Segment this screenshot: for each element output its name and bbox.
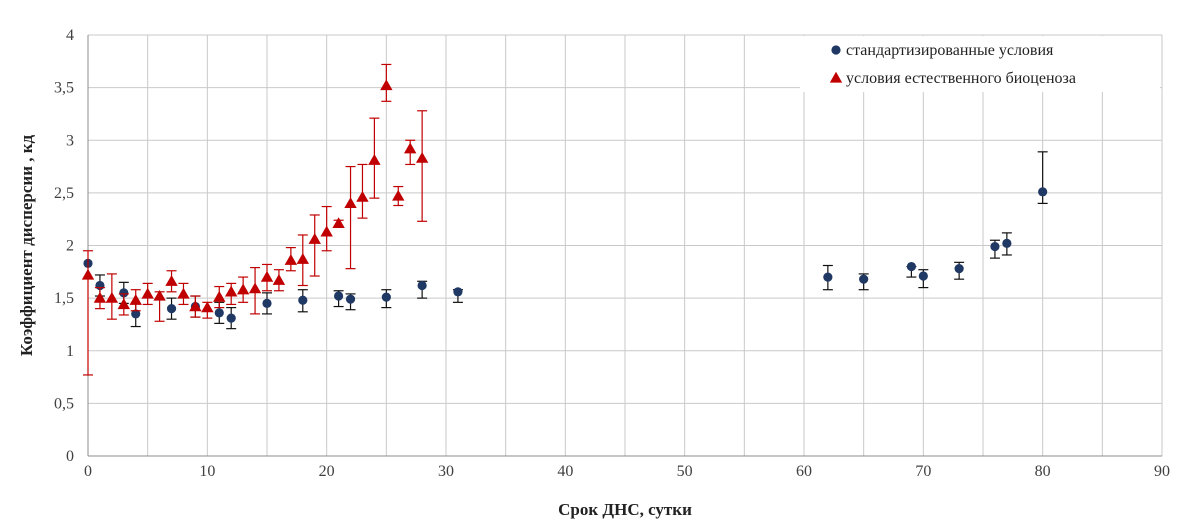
data-point <box>213 290 226 302</box>
data-point <box>859 274 869 284</box>
x-tick-label: 60 <box>796 463 812 480</box>
y-axis-title: Коэффициент дисперсии , кд <box>17 134 36 356</box>
series-layer <box>81 63 1048 376</box>
data-point <box>117 298 130 310</box>
error-bar <box>417 110 428 222</box>
data-point <box>453 287 463 297</box>
data-point <box>308 232 321 244</box>
y-tick-labels: 0 0,5 1 1,5 2 2,5 3 3,5 4 <box>54 27 74 465</box>
y-tick-label: 0 <box>66 448 74 465</box>
y-tick-label: 2 <box>66 238 74 255</box>
data-point <box>226 313 236 323</box>
x-tick-label: 0 <box>84 463 92 480</box>
y-tick-label: 3,5 <box>54 80 74 97</box>
y-tick-label: 0,5 <box>54 395 74 412</box>
legend-label: стандартизированные условия <box>846 42 1054 59</box>
data-point <box>332 217 345 229</box>
legend-box <box>800 36 1160 92</box>
data-point <box>260 270 274 282</box>
data-point <box>381 292 391 302</box>
legend-items: стандартизированные условия условия естес… <box>829 42 1076 87</box>
data-point <box>129 294 142 305</box>
legend-marker <box>831 45 841 55</box>
y-tick-label: 2,5 <box>54 185 74 202</box>
y-tick-label: 1,5 <box>54 290 74 307</box>
data-point <box>248 282 262 294</box>
y-tick-label: 3 <box>66 132 74 149</box>
grid <box>88 34 1163 456</box>
data-point <box>93 291 107 303</box>
data-point <box>272 274 286 285</box>
data-point <box>415 151 429 163</box>
x-tick-label: 90 <box>1154 463 1170 480</box>
series-2 <box>81 63 429 376</box>
data-point <box>189 300 202 312</box>
data-point <box>906 261 917 272</box>
legend-marker <box>829 71 843 83</box>
data-point <box>177 287 190 299</box>
data-point <box>165 275 178 286</box>
data-point <box>201 301 214 313</box>
data-point <box>284 254 298 265</box>
data-point <box>345 294 356 304</box>
x-axis-title: Срок ДНС, сутки <box>558 500 692 519</box>
x-tick-label: 40 <box>557 463 573 480</box>
data-point <box>141 287 154 299</box>
data-point <box>990 241 1000 252</box>
data-point <box>380 79 393 91</box>
data-point <box>392 189 405 201</box>
data-point <box>823 272 833 282</box>
data-point <box>334 291 344 301</box>
data-point <box>225 285 238 297</box>
x-tick-label: 20 <box>319 463 335 480</box>
x-tick-labels: 0 10 20 30 40 50 60 70 80 90 <box>84 463 1170 480</box>
data-point <box>298 295 308 305</box>
error-bar <box>309 214 320 277</box>
data-point <box>81 268 95 280</box>
data-point <box>1038 187 1048 197</box>
data-point <box>918 271 928 281</box>
data-point <box>1002 238 1012 248</box>
data-point <box>105 291 119 303</box>
y-tick-label: 4 <box>66 27 74 44</box>
data-point <box>166 304 177 314</box>
x-tick-label: 30 <box>438 463 454 480</box>
data-point <box>296 252 309 264</box>
axes <box>87 35 1162 457</box>
data-point <box>368 154 381 165</box>
legend-label: условия естественного биоценоза <box>846 70 1076 87</box>
data-point <box>404 142 417 154</box>
x-tick-label: 10 <box>199 463 215 480</box>
x-tick-label: 80 <box>1035 463 1051 480</box>
data-point <box>320 225 333 237</box>
data-point <box>153 289 166 301</box>
data-point <box>356 190 369 202</box>
error-bar <box>345 165 356 270</box>
data-point <box>417 280 427 291</box>
y-tick-label: 1 <box>66 343 74 360</box>
data-point <box>262 298 272 308</box>
data-point <box>131 309 141 319</box>
data-point <box>236 283 250 295</box>
x-tick-label: 70 <box>915 463 931 480</box>
legend: стандартизированные условия условия естес… <box>800 36 1160 92</box>
data-point <box>954 264 964 274</box>
data-point <box>214 308 224 318</box>
data-point <box>344 197 357 209</box>
series-1 <box>83 151 1048 330</box>
data-point <box>119 288 129 298</box>
x-tick-label: 50 <box>677 463 693 480</box>
